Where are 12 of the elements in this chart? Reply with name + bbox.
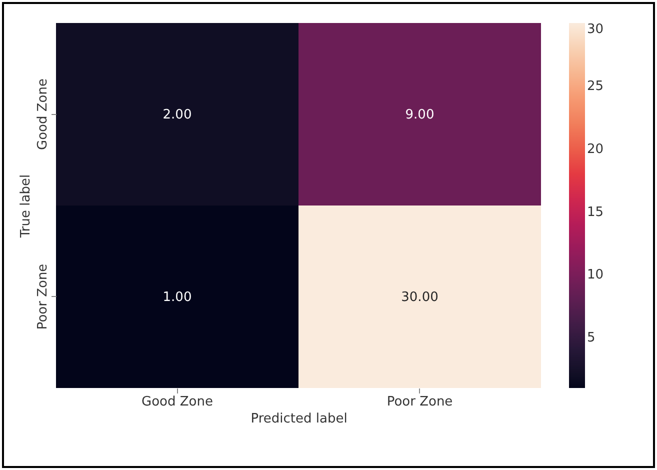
data-label: 30.00 <box>401 290 438 305</box>
color-bar-label: 5 <box>587 330 596 346</box>
data-label: 1.00 <box>162 290 192 305</box>
color-bar-label: 25 <box>587 78 604 94</box>
color-bar-label: 10 <box>587 268 604 283</box>
color-bar-label: 30 <box>587 22 604 37</box>
color-bar-label: 20 <box>587 142 604 157</box>
data-label: 9.00 <box>405 107 434 122</box>
data-label: 2.00 <box>162 107 192 122</box>
y-axis-title: True label <box>18 174 34 239</box>
color-bar-label: 15 <box>587 204 604 220</box>
x-axis-title: Predicted label <box>250 412 348 426</box>
